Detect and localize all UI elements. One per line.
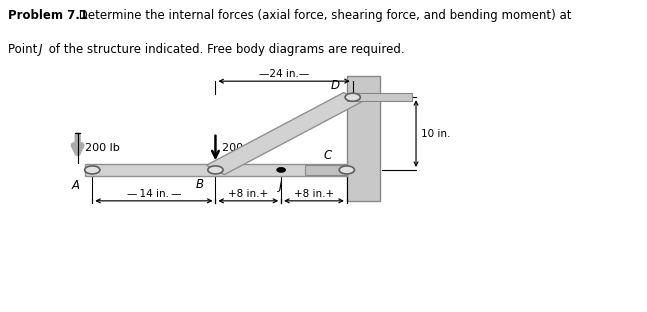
Circle shape [277,168,285,172]
Polygon shape [347,93,412,101]
Text: Point: Point [8,43,41,56]
Text: 10 in.: 10 in. [421,129,450,139]
Circle shape [345,93,360,101]
Text: +8 in.+: +8 in.+ [228,189,269,199]
Text: A: A [71,178,80,192]
Text: —24 in.—: —24 in.— [259,69,309,79]
Text: +8 in.+: +8 in.+ [294,189,334,199]
Text: — 14 in. —: — 14 in. — [127,189,181,199]
Circle shape [85,166,100,174]
Circle shape [339,166,355,174]
Text: Problem 7.1: Problem 7.1 [8,9,89,22]
Text: B: B [196,178,204,191]
Text: of the structure indicated. Free body diagrams are required.: of the structure indicated. Free body di… [45,43,405,56]
Polygon shape [206,93,362,175]
Text: C: C [324,149,332,162]
Text: J: J [39,43,43,56]
Circle shape [208,166,223,174]
Text: J: J [280,178,283,192]
Polygon shape [347,76,380,201]
Polygon shape [85,164,347,176]
Text: Determine the internal forces (axial force, shearing force, and bending moment) : Determine the internal forces (axial for… [74,9,571,22]
Text: 200 lb: 200 lb [85,143,120,153]
Polygon shape [305,165,347,174]
Text: 200 lb: 200 lb [223,143,258,153]
Text: D: D [331,79,340,92]
